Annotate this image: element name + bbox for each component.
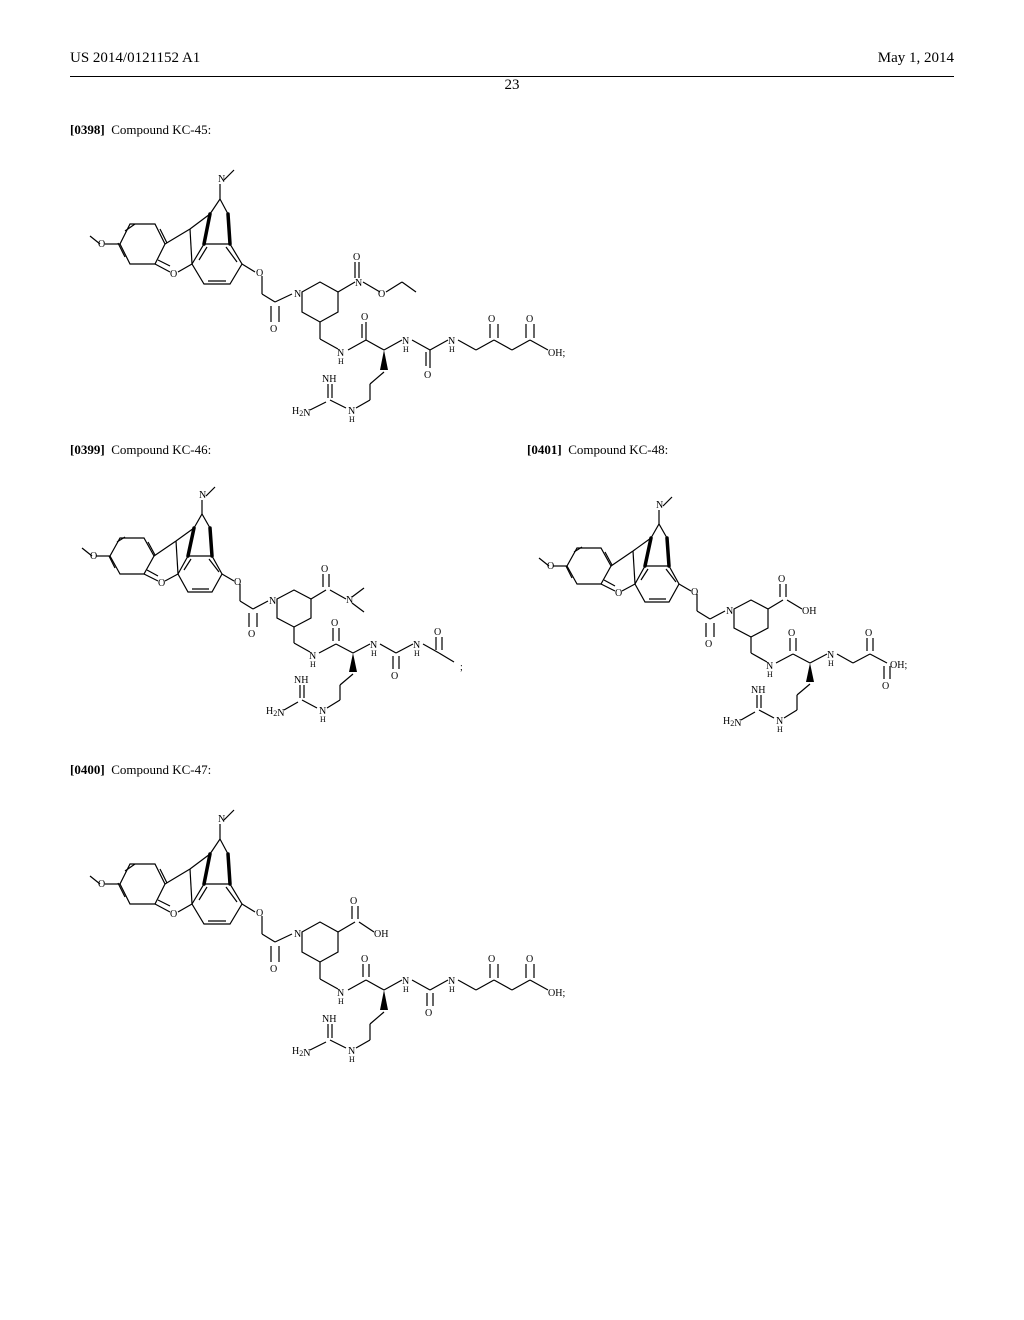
svg-text:O: O [170, 909, 177, 920]
svg-text:O: O [488, 314, 495, 325]
svg-text:O: O [90, 551, 97, 562]
svg-text:H: H [449, 345, 455, 354]
svg-text:O: O [705, 639, 712, 650]
structure-kc46: O O N O O N [70, 464, 497, 724]
svg-text:H2N: H2N [723, 716, 741, 729]
svg-text:O: O [234, 577, 241, 588]
svg-text:O: O [256, 268, 263, 279]
svg-text:O: O [353, 252, 360, 263]
para-0399: [0399] Compound KC-46: [70, 442, 497, 458]
svg-text:H2N: H2N [292, 1046, 310, 1059]
svg-text:O: O [98, 239, 105, 250]
svg-text:N: N [726, 606, 733, 617]
svg-text:N: N [656, 500, 663, 511]
svg-text:H: H [403, 345, 409, 354]
structure-kc48: O O N O O N [527, 464, 954, 744]
publication-number: US 2014/0121152 A1 [70, 50, 200, 67]
svg-text:H: H [371, 649, 377, 658]
patent-page: US 2014/0121152 A1 May 1, 2014 23 [0398]… [0, 0, 1024, 1320]
svg-text:O: O [882, 681, 889, 692]
svg-text:;: ; [460, 662, 463, 673]
svg-text:O: O [270, 964, 277, 975]
svg-text:O: O [378, 289, 385, 300]
svg-text:N: N [199, 490, 206, 501]
svg-text:N: N [355, 278, 362, 289]
svg-text:H: H [320, 715, 326, 724]
svg-text:O: O [350, 896, 357, 907]
svg-text:N: N [218, 814, 225, 825]
compound-kc45-block: [0398] Compound KC-45: [70, 122, 954, 424]
svg-text:O: O [526, 314, 533, 325]
page-number: 23 [70, 77, 954, 94]
para-0400: [0400] Compound KC-47: [70, 762, 954, 778]
svg-text:O: O [170, 269, 177, 280]
structure-kc45: O O N O O N [70, 144, 954, 424]
svg-text:O: O [248, 629, 255, 640]
left-col: [0399] Compound KC-46: [70, 434, 497, 754]
svg-text:H2N: H2N [292, 406, 310, 419]
svg-text:H: H [310, 660, 316, 669]
svg-text:O: O [865, 628, 872, 639]
svg-text:O: O [361, 954, 368, 965]
svg-text:O: O [424, 370, 431, 381]
right-col: [0401] Compound KC-48: [527, 434, 954, 754]
page-header: US 2014/0121152 A1 May 1, 2014 [70, 50, 954, 71]
svg-text:O: O [691, 587, 698, 598]
svg-text:O: O [615, 588, 622, 599]
svg-text:O: O [361, 312, 368, 323]
header-rule [70, 76, 954, 77]
svg-text:OH;: OH; [548, 348, 565, 359]
svg-text:H2N: H2N [266, 706, 284, 719]
svg-text:H: H [338, 357, 344, 366]
svg-text:O: O [158, 578, 165, 589]
svg-text:H: H [338, 997, 344, 1006]
svg-text:NH: NH [751, 685, 765, 696]
svg-text:O: O [547, 561, 554, 572]
svg-text:O: O [321, 564, 328, 575]
svg-text:N: N [346, 595, 353, 606]
svg-text:OH;: OH; [890, 660, 907, 671]
svg-text:NH: NH [322, 374, 336, 385]
svg-text:O: O [425, 1008, 432, 1019]
svg-text:H: H [777, 725, 783, 734]
svg-text:H: H [403, 985, 409, 994]
svg-text:N: N [294, 929, 301, 940]
svg-text:NH: NH [294, 675, 308, 686]
svg-text:NH: NH [322, 1014, 336, 1025]
svg-text:O: O [526, 954, 533, 965]
svg-text:H: H [349, 1055, 355, 1064]
svg-text:N: N [218, 174, 225, 185]
svg-text:O: O [98, 879, 105, 890]
middle-row: [0399] Compound KC-46: [70, 434, 954, 754]
svg-text:O: O [788, 628, 795, 639]
svg-text:O: O [256, 908, 263, 919]
svg-text:O: O [331, 618, 338, 629]
svg-text:O: O [391, 671, 398, 682]
svg-text:H: H [828, 659, 834, 668]
svg-text:O: O [434, 627, 441, 638]
publication-date: May 1, 2014 [878, 50, 954, 67]
compound-kc47-block: [0400] Compound KC-47: [70, 762, 954, 1064]
svg-text:H: H [449, 985, 455, 994]
para-0401: [0401] Compound KC-48: [527, 442, 954, 458]
structure-kc47: O O N O O N [70, 784, 954, 1064]
svg-text:N: N [294, 289, 301, 300]
svg-text:H: H [767, 670, 773, 679]
para-0398: [0398] Compound KC-45: [70, 122, 954, 138]
svg-text:O: O [488, 954, 495, 965]
compound-label: Compound KC-45: [111, 122, 211, 137]
para-num: [0398] [70, 122, 105, 137]
svg-text:OH: OH [802, 606, 816, 617]
svg-text:OH: OH [374, 929, 388, 940]
svg-text:O: O [270, 324, 277, 335]
svg-text:H: H [349, 415, 355, 424]
svg-text:OH;: OH; [548, 988, 565, 999]
svg-text:N: N [269, 596, 276, 607]
svg-text:H: H [414, 649, 420, 658]
svg-text:O: O [778, 574, 785, 585]
